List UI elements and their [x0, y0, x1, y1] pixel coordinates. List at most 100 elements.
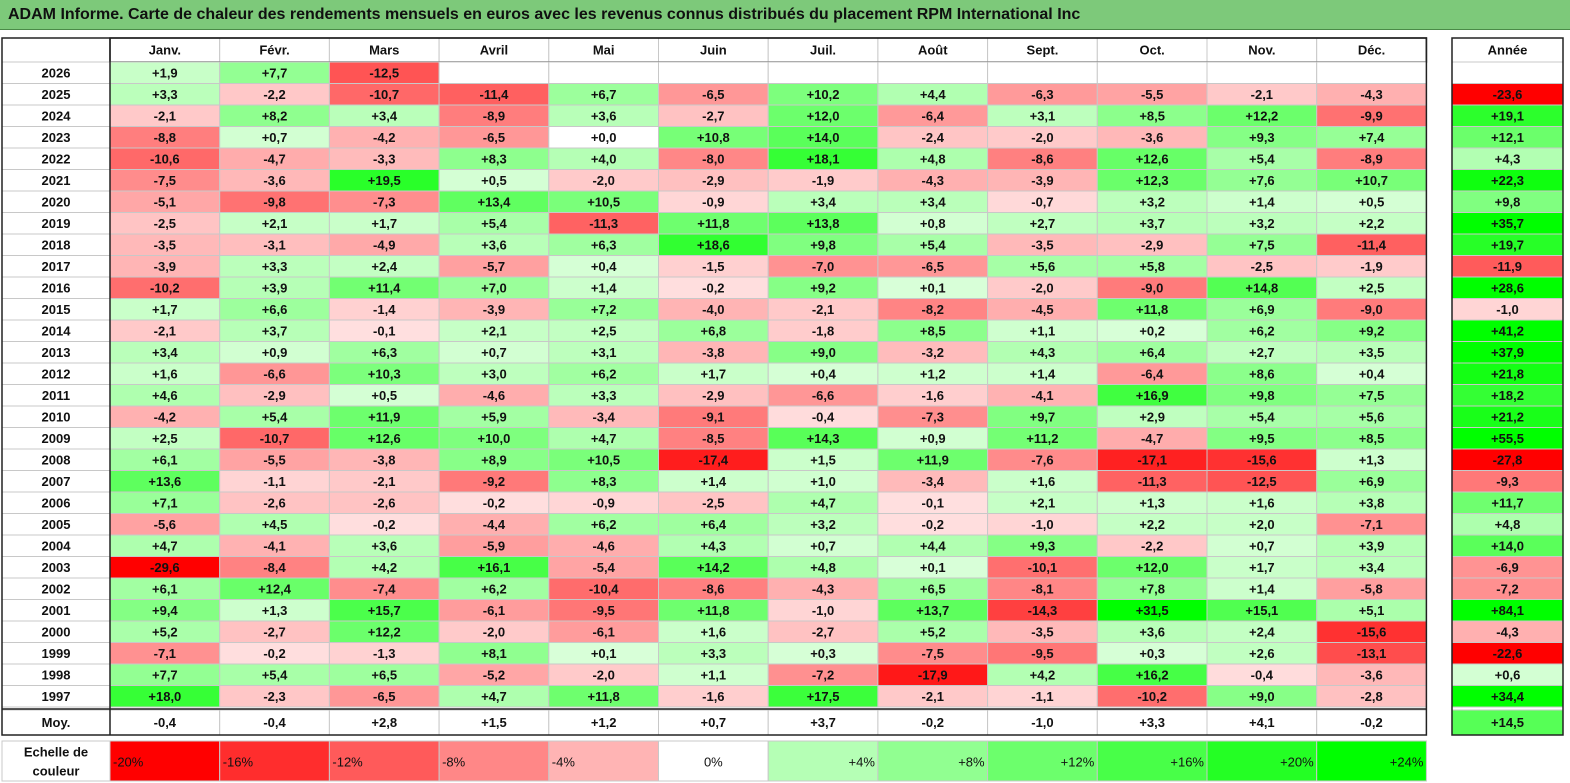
heatmap-cell-label: -3,4: [922, 474, 945, 489]
year-row-label: 2010: [42, 409, 71, 424]
heatmap-cell-label: +3,6: [371, 538, 397, 553]
heatmap-cell-label: -10,4: [589, 581, 619, 596]
heatmap-cell-label: -29,6: [150, 560, 180, 575]
heatmap-cell-label: +6,3: [371, 345, 397, 360]
heatmap-cell-label: +2,1: [262, 216, 288, 231]
heatmap-cell-label: +10,8: [697, 130, 730, 145]
heatmap-cell-label: -2,6: [373, 495, 395, 510]
heatmap-cell-label: -6,3: [1031, 87, 1053, 102]
heatmap-cell-label: +4,4: [920, 87, 946, 102]
year-total-label: +19,1: [1491, 108, 1524, 123]
year-row-label: 2005: [42, 517, 71, 532]
heatmap-cell: [548, 709, 659, 736]
year-total-label: -7,2: [1496, 581, 1518, 596]
heatmap-cell-label: +6,2: [591, 366, 617, 381]
heatmap-cell-label: +9,8: [810, 237, 836, 252]
heatmap-cell-label: -3,8: [373, 452, 395, 467]
year-total-label: -22,6: [1493, 646, 1523, 661]
heatmap-cell-label: -12,5: [1247, 474, 1277, 489]
heatmap-cell-label: +8,3: [591, 474, 617, 489]
color-scale-swatch: [767, 740, 879, 782]
heatmap-cell-label: -5,7: [483, 259, 505, 274]
year-row-label: 2026: [42, 65, 71, 80]
heatmap-cell-label: +5,8: [1139, 259, 1165, 274]
heatmap-cell-label: -9,0: [1360, 302, 1382, 317]
heatmap-cell-label: +3,6: [481, 237, 507, 252]
color-scale-stop-label: -20%: [113, 755, 144, 770]
year-row-label: 2024: [42, 108, 72, 123]
heatmap-cell-label: -2,0: [483, 624, 505, 639]
heatmap-cell-label: +13,4: [477, 194, 511, 209]
heatmap-cell-label: +1,7: [152, 302, 178, 317]
year-row-label: 2023: [42, 130, 71, 145]
heatmap-cell-label: +4,3: [1030, 345, 1056, 360]
heatmap-cell-label: -3,5: [1031, 237, 1053, 252]
year-column-border: [1451, 37, 1564, 736]
heatmap-cell-label: -2,9: [702, 388, 724, 403]
heatmap-cell-label: -0,2: [1360, 715, 1382, 730]
heatmap-cell-label: -4,7: [263, 151, 285, 166]
heatmap-cell-label: -11,4: [1357, 237, 1387, 252]
heatmap-cell-label: -0,1: [373, 323, 395, 338]
heatmap-cell-label: -4,2: [373, 130, 395, 145]
heatmap-cell-label: -0,4: [154, 715, 177, 730]
heatmap-cell-label: -2,1: [812, 302, 834, 317]
heatmap-cell-label: +0,1: [591, 646, 617, 661]
heatmap-cell-label: +11,8: [697, 603, 729, 618]
column-header-cell: [987, 37, 1098, 63]
heatmap-cell-label: +3,3: [591, 388, 617, 403]
heatmap-cell-label: -3,5: [154, 237, 176, 252]
heatmap-cell-label: -0,2: [263, 646, 285, 661]
heatmap-cell-label: -5,2: [483, 667, 505, 682]
heatmap-cell-label: -2,9: [263, 388, 285, 403]
heatmap-cell-label: +6,2: [1249, 323, 1275, 338]
heatmap-cell-label: +3,8: [1359, 495, 1385, 510]
color-scale-swatch: [219, 740, 330, 782]
color-scale-swatch: [877, 740, 989, 782]
column-header-cell: [109, 37, 221, 63]
heatmap-cell-label: +12,2: [1245, 108, 1278, 123]
heatmap-cell-label: +16,1: [477, 560, 510, 575]
heatmap-cell-label: +0,8: [920, 216, 946, 231]
heatmap-cell-label: -1,0: [1031, 715, 1053, 730]
heatmap-cell-label: +4,5: [262, 517, 288, 532]
heatmap-cell-label: -8,9: [483, 108, 505, 123]
color-scale-stop-label: -8%: [442, 755, 466, 770]
heatmap-cell-label: -4,1: [1031, 388, 1053, 403]
heatmap-cell-label: +7,0: [481, 280, 507, 295]
year-total-label: -23,6: [1493, 87, 1523, 102]
heatmap-cell-label: -0,9: [702, 194, 724, 209]
column-header: Nov.: [1248, 43, 1275, 58]
heatmap-cell-label: +6,5: [371, 667, 397, 682]
heatmap-cell-label: +3,1: [1030, 108, 1056, 123]
heatmap-cell-label: +2,7: [1030, 216, 1056, 231]
heatmap-cell-label: +18,6: [697, 237, 730, 252]
heatmap-cell-label: +0,5: [1359, 194, 1385, 209]
heatmap-cell-label: +3,2: [810, 517, 836, 532]
heatmap-cell-label: -2,1: [154, 108, 176, 123]
heatmap-cell-label: +12,6: [1136, 151, 1169, 166]
heatmap-cell-label: +1,2: [920, 366, 946, 381]
heatmap-cell-label: +14,8: [1245, 280, 1278, 295]
heatmap-cell-label: +3,3: [701, 646, 727, 661]
heatmap-cell-label: +5,4: [1249, 151, 1275, 166]
year-row-label: 2000: [42, 624, 71, 639]
heatmap-cell-label: -8,9: [1360, 151, 1382, 166]
heatmap-cell-label: -3,2: [922, 345, 944, 360]
color-scale-label-line2: couleur: [33, 764, 80, 779]
heatmap-cell-label: +0,4: [591, 259, 617, 274]
year-row-label: 2002: [42, 581, 71, 596]
year-row-label: 2013: [42, 345, 71, 360]
heatmap-cell-label: +8,5: [1359, 431, 1385, 446]
heatmap-cell-label: -11,3: [1138, 474, 1167, 489]
heatmap-cell-label: -10,2: [150, 280, 180, 295]
heatmap-cell-label: +2,6: [1249, 646, 1275, 661]
heatmap-cell-label: +31,5: [1136, 603, 1169, 618]
year-total-label: +84,1: [1491, 603, 1524, 618]
heatmap-cell-label: -3,4: [592, 409, 615, 424]
heatmap-cell-label: +5,4: [1249, 409, 1275, 424]
heatmap-cell-label: -7,3: [373, 194, 395, 209]
heatmap-cell-label: +5,2: [920, 624, 946, 639]
heatmap-cell-label: +11,8: [697, 216, 729, 231]
heatmap-cell-label: -10,2: [1137, 689, 1167, 704]
